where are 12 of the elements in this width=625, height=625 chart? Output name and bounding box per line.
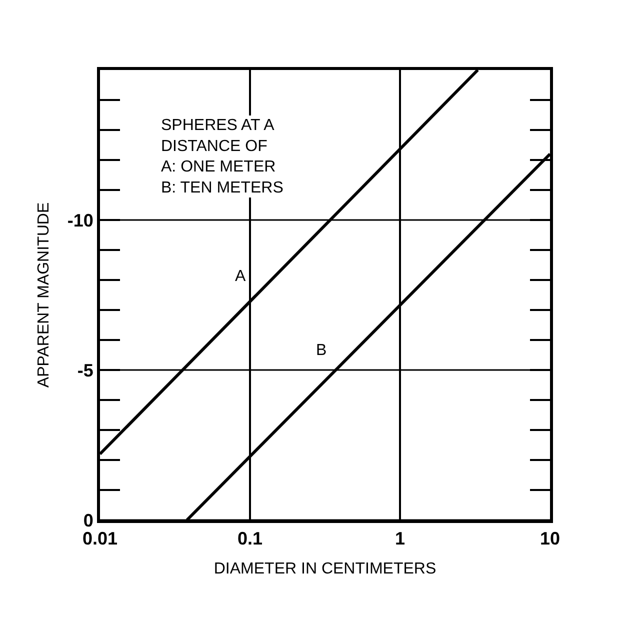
x-tick-label: 1 [394,528,406,549]
y-tick-label: -5 [77,360,94,380]
series-label: B [316,342,327,359]
x-tick-label: 10 [540,528,560,549]
series-label: A [235,268,246,285]
annotation: SPHERES AT A DISTANCE OF A: ONE METER B: TEN METERS [161,117,284,196]
x-tick-label: 0.01 [82,528,118,549]
x-tick-label: 0.1 [237,528,263,549]
y-tick-label: -10 [67,210,94,230]
x-axis-title: DIAMETER IN CENTIMETERS [214,560,436,578]
y-axis-title: APPARENT MAGNITUDE [35,202,52,388]
y-tick-label: 0 [83,510,94,530]
